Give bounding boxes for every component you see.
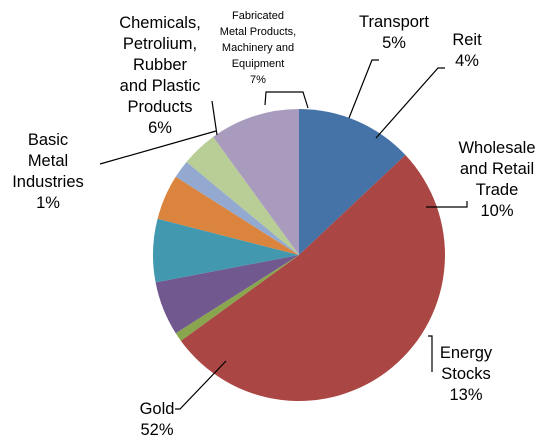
slice-value-label-4: 7% — [250, 74, 266, 86]
slice-value-label-0: 13% — [449, 386, 482, 404]
slice-label-3-line-0: Chemicals, — [119, 14, 201, 32]
slice-value-label-5: 5% — [382, 34, 406, 52]
pie-slice-3 — [155, 255, 299, 334]
leader-lines — [99, 59, 468, 410]
leader-line-7 — [375, 67, 445, 139]
slice-label-7-line-0: Reit — [452, 31, 482, 49]
slice-value-label-7: 4% — [455, 52, 479, 70]
slice-label-0-line-1: Stocks — [441, 365, 491, 383]
slice-label-3-line-2: Rubber — [133, 56, 188, 74]
slice-label-8-line-0: Wholesale — [458, 139, 535, 157]
pie-slice-8 — [213, 109, 299, 255]
slice-label-3-line-4: Products — [127, 98, 192, 116]
slice-label-8-line-2: Trade — [476, 181, 519, 199]
leader-line-5 — [348, 59, 379, 119]
pie-slice-0 — [299, 109, 406, 255]
slice-value-label-8: 10% — [480, 202, 513, 220]
slice-label-4-line-2: Machinery and — [222, 42, 294, 54]
pie-slice-2 — [175, 255, 299, 341]
slice-label-2-line-0: Basic — [28, 131, 68, 149]
pie-slice-6 — [175, 161, 299, 255]
pie-slices — [153, 109, 445, 401]
leader-line-0 — [428, 335, 433, 372]
slice-label-3-line-1: Petrolium, — [123, 35, 197, 53]
slice-label-2-line-1: Metal — [28, 152, 68, 170]
slice-value-label-3: 6% — [148, 119, 172, 137]
leader-line-8 — [426, 201, 468, 208]
leader-line-1 — [175, 360, 227, 410]
pie-slice-1 — [180, 155, 445, 401]
pie-slice-7 — [186, 136, 299, 255]
leader-line-3 — [211, 100, 218, 136]
leader-line-2 — [99, 130, 217, 165]
slice-label-0-line-0: Energy — [440, 344, 493, 362]
slice-value-label-2: 1% — [36, 194, 60, 212]
slice-label-4-line-3: Equipment — [232, 58, 285, 70]
slice-label-3-line-3: and Plastic — [120, 77, 201, 95]
pie-slice-5 — [157, 176, 299, 255]
slice-label-2-line-2: Industries — [12, 173, 84, 191]
slice-label-8-line-1: and Retail — [460, 160, 534, 178]
slice-label-4-line-0: Fabricated — [232, 10, 284, 22]
leader-line-4 — [264, 91, 309, 109]
slice-label-4-line-1: Metal Products, — [220, 26, 296, 38]
slice-label-1-line-0: Gold — [140, 400, 175, 418]
slice-label-5-line-0: Transport — [359, 13, 429, 31]
slice-labels: Energy Stocks 13% Gold 52% Basic Metal Industri… — [12, 10, 535, 439]
slice-value-label-1: 52% — [140, 421, 173, 439]
pie-slice-4 — [153, 218, 299, 283]
